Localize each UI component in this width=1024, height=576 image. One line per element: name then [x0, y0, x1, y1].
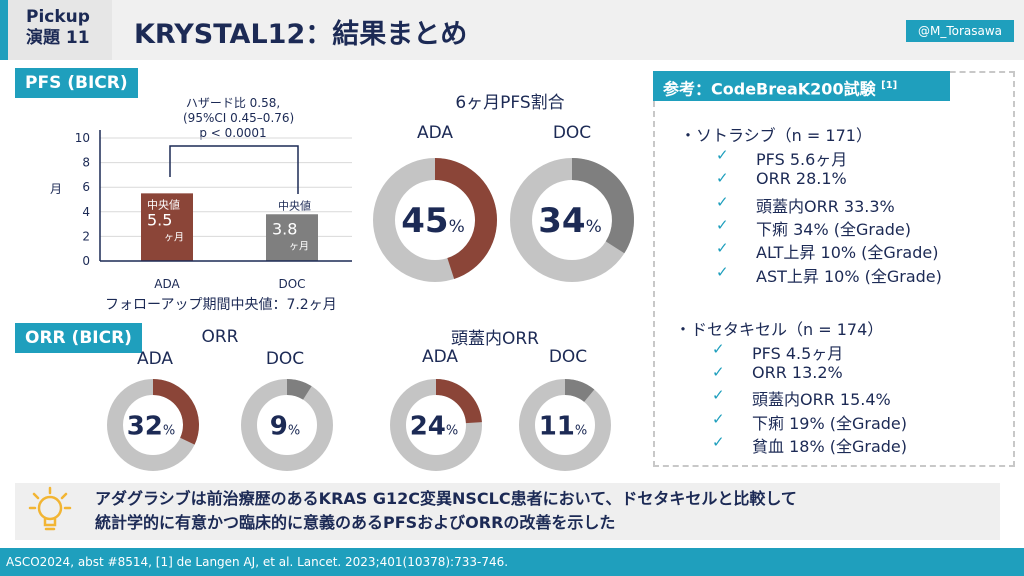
author-handle: @M_Torasawa	[906, 20, 1014, 42]
page-title: KRYSTAL12：結果まとめ	[134, 19, 468, 50]
reference-item: 貧血 18% (全Grade)	[752, 437, 908, 456]
followup-text: フォローアップ期間中央値：7.2ヶ月	[105, 297, 337, 313]
orr-tag: ORR (BICR)	[15, 323, 142, 353]
pfs6-ada-label: ADA	[416, 123, 454, 143]
donut-segment-ada	[434, 158, 497, 279]
hr-line1: ハザード比 0.58,	[185, 96, 281, 110]
orr-ada-label: ADA	[136, 349, 174, 369]
check-icon: ✓	[716, 169, 729, 188]
check-icon: ✓	[712, 409, 725, 428]
reference-item: PFS 5.6ヶ月	[756, 150, 848, 169]
hazard-ratio-text: ハザード比 0.58, (95%CI 0.45–0.76) p < 0.0001	[183, 96, 295, 141]
pickup-line2: 演題 11	[26, 28, 90, 48]
check-icon: ✓	[716, 146, 729, 164]
y-tick-label: 0	[82, 254, 90, 268]
pfs-tag: PFS (BICR)	[15, 68, 138, 98]
check-icon: ✓	[712, 433, 725, 451]
reference-item: ORR 13.2%	[752, 363, 843, 383]
pfs6-doc-label: DOC	[552, 123, 592, 143]
reference-item: 頭蓋内ORR 15.4%	[752, 390, 891, 410]
orr-doc-label: DOC	[265, 349, 305, 369]
donut-value: 11%	[539, 411, 588, 441]
median-label: 中央値	[278, 199, 311, 212]
bar-ada	[141, 193, 193, 261]
check-icon: ✓	[716, 192, 729, 211]
donut-value: 45%	[401, 201, 464, 241]
median-label: 中央値	[147, 198, 180, 211]
check-icon: ✓	[716, 262, 729, 281]
conclusion-banner	[15, 483, 1000, 540]
footer-citation: ASCO2024, abst #8514, [1] de Langen AJ, …	[0, 548, 1024, 576]
median-value: 5.5	[147, 210, 172, 229]
donut-segment-doc	[564, 379, 595, 403]
conclusion-line1: アダグラシブは前治療歴のあるKRAS G12C変異NSCLC患者において、ドセタ…	[95, 489, 797, 508]
reference-item: ALT上昇 10% (全Grade)	[756, 243, 939, 263]
y-tick-label: 6	[82, 180, 90, 194]
y-tick-label: 8	[82, 156, 90, 170]
reference-item: ORR 28.1%	[756, 169, 847, 189]
reference-sup: [1]	[881, 80, 898, 91]
reference-item: 下痢 34% (全Grade)	[756, 219, 912, 239]
median-unit: ヶ月	[164, 231, 184, 243]
reference-item: AST上昇 10% (全Grade)	[756, 266, 942, 286]
reference-item: 下痢 19% (全Grade)	[752, 413, 908, 433]
conclusion-text: アダグラシブは前治療歴のあるKRAS G12C変異NSCLC患者において、ドセタ…	[95, 487, 797, 535]
hr-line3: p < 0.0001	[199, 126, 267, 140]
conclusion-line2: 統計学的に有意かつ臨床的に意義のあるPFSおよびORRの改善を示した	[95, 513, 616, 532]
y-axis-label: 月	[50, 182, 62, 196]
median-unit: ヶ月	[289, 240, 309, 252]
pfs6-title: 6ヶ月PFS割合	[455, 93, 565, 113]
donut-segment-ada	[435, 379, 482, 424]
check-icon: ✓	[716, 215, 729, 234]
check-icon: ✓	[712, 363, 725, 382]
donut-value: 34%	[538, 201, 601, 241]
y-tick-label: 4	[82, 205, 90, 219]
reference-title: 参考：CodeBreaK200試験 [1]	[653, 71, 950, 101]
reference-group-head: ・ドセタキセル（n = 174）	[675, 319, 884, 339]
reference-title-text: 参考：CodeBreaK200試験	[663, 79, 876, 99]
lightbulb-icon	[28, 486, 72, 531]
reference-item: 頭蓋内ORR 33.3%	[756, 196, 895, 216]
x-tick-label: ADA	[154, 277, 180, 291]
median-value: 3.8	[272, 219, 297, 238]
donut-segment-doc	[571, 158, 634, 254]
ic-doc-label: DOC	[548, 347, 588, 367]
reference-item: PFS 4.5ヶ月	[752, 343, 844, 363]
check-icon: ✓	[716, 239, 729, 258]
y-tick-label: 2	[82, 229, 90, 243]
reference-group-head: ・ソトラシブ（n = 171）	[680, 126, 872, 145]
pickup-label: Pickup 演題 11	[8, 0, 112, 60]
ic-orr-title: 頭蓋内ORR	[450, 329, 539, 349]
donut-segment-doc	[286, 379, 312, 400]
check-icon: ✓	[712, 339, 725, 358]
orr-title: ORR	[201, 327, 239, 347]
pickup-line1: Pickup	[26, 7, 90, 27]
accent-strip	[0, 0, 8, 60]
y-tick-label: 10	[75, 131, 90, 145]
donut-value: 9%	[270, 411, 300, 441]
x-tick-label: DOC	[278, 277, 305, 291]
check-icon: ✓	[712, 386, 725, 405]
hr-line2: (95%CI 0.45–0.76)	[183, 111, 295, 125]
donut-value: 24%	[410, 411, 459, 441]
header-bar	[0, 0, 1024, 60]
donut-charts: 45% 34% 32% 9% 24% 11%	[107, 158, 634, 471]
donut-segment-ada	[152, 379, 199, 445]
significance-bracket	[169, 145, 299, 194]
donut-value: 32%	[127, 411, 176, 441]
bar-doc	[266, 214, 318, 261]
ic-ada-label: ADA	[421, 347, 459, 367]
